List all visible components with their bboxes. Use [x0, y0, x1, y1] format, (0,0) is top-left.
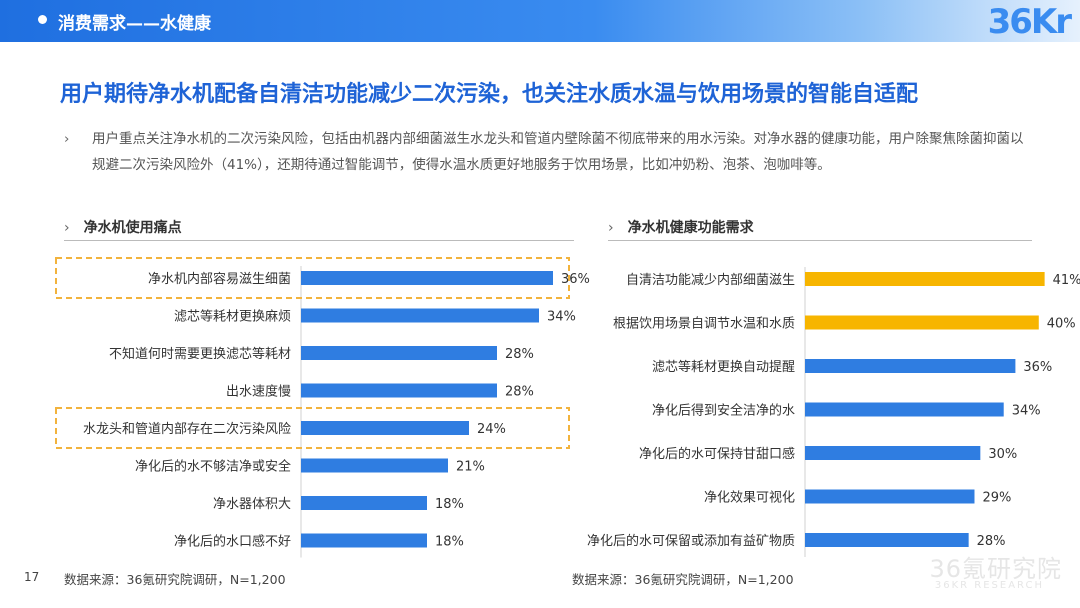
intro-text: 用户重点关注净水机的二次污染风险，包括由机器内部细菌滋生水龙头和管道内壁除菌不彻…: [92, 131, 1024, 173]
watermark: 36氪研究院: [929, 555, 1062, 583]
category-label: 净化后的水可保留或添加有益矿物质: [587, 533, 795, 549]
data-label: 28%: [505, 385, 534, 400]
data-label: 29%: [982, 491, 1011, 506]
health-features-chart-svg: 自清洁功能减少内部细菌滋生 41% 根据饮用场景自调节水温和水质 40% 滤芯等耗材更换…: [587, 267, 1080, 557]
left-data-source: 数据来源：36氪研究院调研，N=1,200: [64, 572, 286, 587]
intro-paragraph: › 用户重点关注净水机的二次污染风险，包括由机器内部细菌滋生水龙头和管道内壁除菌…: [64, 126, 1030, 178]
divider: [608, 240, 1032, 241]
right-chart-title: › 净水机健康功能需求: [608, 217, 754, 237]
category-label: 滤芯等耗材更换麻烦: [174, 309, 291, 325]
watermark-en: 36KR RESEARCH: [934, 580, 1044, 591]
bar: [805, 359, 1016, 373]
bar: [301, 458, 448, 473]
right-chart-title-text: 净水机健康功能需求: [627, 220, 754, 236]
bar: [301, 421, 469, 435]
chevron-right-icon: ›: [64, 131, 70, 147]
top-banner: 消费需求——水健康 36Kr: [0, 0, 1080, 42]
left-chart-title-text: 净水机使用痛点: [83, 220, 182, 236]
category-label: 根据饮用场景自调节水温和水质: [613, 317, 795, 332]
chevron-right-icon: ›: [64, 220, 70, 236]
page-headline: 用户期待净水机配备自清洁功能减少二次污染，也关注水质水温与饮用场景的智能自适配: [60, 82, 919, 107]
category-label: 净水机内部容易滋生细菌: [148, 271, 291, 287]
bar: [805, 272, 1045, 286]
bar: [805, 489, 975, 504]
page-number: 17: [24, 570, 40, 584]
category-label: 水龙头和管道内部存在二次污染风险: [83, 421, 291, 437]
data-label: 28%: [505, 347, 534, 362]
category-label: 净化后的水不够洁净或安全: [135, 459, 291, 475]
bar: [301, 308, 539, 323]
bar: [805, 402, 1004, 417]
data-label: 21%: [456, 460, 485, 475]
bar: [805, 315, 1039, 330]
data-label: 34%: [1012, 404, 1041, 419]
data-label: 28%: [977, 534, 1006, 549]
highlight-box: [55, 407, 570, 449]
section-title: 消费需求——水健康: [58, 14, 211, 34]
bar: [805, 533, 969, 547]
bar: [301, 533, 427, 548]
category-label: 自清洁功能减少内部细菌滋生: [626, 272, 795, 288]
bar: [301, 346, 497, 360]
bar: [805, 446, 981, 460]
category-label: 不知道何时需要更换滤芯等耗材: [109, 346, 291, 362]
right-data-source: 数据来源：36氪研究院调研，N=1,200: [572, 572, 794, 587]
bullet-dot-icon: [38, 15, 47, 24]
data-label: 40%: [1047, 317, 1076, 332]
data-label: 36%: [1023, 360, 1052, 375]
category-label: 滤芯等耗材更换自动提醒: [652, 359, 795, 375]
data-label: 34%: [547, 310, 576, 325]
data-label: 24%: [477, 422, 506, 437]
data-label: 30%: [988, 447, 1017, 462]
category-label: 净水器体积大: [213, 497, 291, 512]
brand-logo: 36Kr: [987, 2, 1072, 42]
left-chart-title: › 净水机使用痛点: [64, 217, 182, 237]
highlight-box: [55, 257, 570, 299]
bar: [301, 383, 497, 398]
data-label: 18%: [435, 497, 464, 512]
category-label: 净化后的水可保持甘甜口感: [639, 446, 795, 462]
category-label: 净化后得到安全洁净的水: [652, 403, 795, 419]
bar: [301, 496, 427, 510]
category-label: 出水速度慢: [226, 384, 291, 400]
data-label: 18%: [435, 535, 464, 550]
health-features-chart: 自清洁功能减少内部细菌滋生 41% 根据饮用场景自调节水温和水质 40% 滤芯等耗材更换…: [560, 250, 1080, 557]
data-label: 36%: [561, 272, 590, 287]
divider: [64, 240, 574, 241]
bar: [301, 271, 553, 285]
pain-points-chart-svg: 净水机内部容易滋生细菌 36% 滤芯等耗材更换麻烦 34% 不知道何时需要更换滤芯等耗材…: [55, 257, 590, 558]
pain-points-chart: 净水机内部容易滋生细菌 36% 滤芯等耗材更换麻烦 34% 不知道何时需要更换滤芯等耗材…: [50, 250, 590, 558]
category-label: 净化后的水口感不好: [174, 534, 291, 550]
category-label: 净化效果可视化: [704, 491, 795, 506]
chevron-right-icon: ›: [608, 220, 614, 236]
data-label: 41%: [1053, 273, 1080, 288]
